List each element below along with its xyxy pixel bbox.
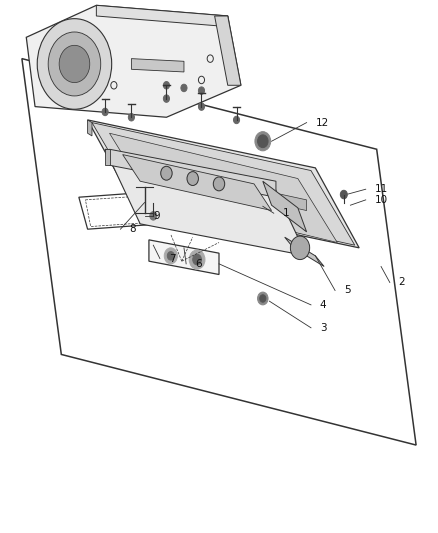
Polygon shape	[123, 155, 272, 211]
Circle shape	[167, 252, 174, 260]
Text: 1: 1	[283, 208, 289, 218]
Text: 6: 6	[195, 259, 201, 269]
Polygon shape	[88, 120, 92, 136]
Circle shape	[198, 87, 205, 94]
Circle shape	[128, 114, 134, 121]
Polygon shape	[105, 149, 307, 256]
Polygon shape	[215, 16, 241, 85]
Circle shape	[340, 190, 347, 199]
Text: 11: 11	[374, 184, 388, 194]
Text: 7: 7	[169, 254, 175, 263]
Text: 10: 10	[374, 195, 388, 205]
Text: 9: 9	[153, 211, 160, 221]
Circle shape	[255, 132, 271, 151]
Circle shape	[189, 250, 205, 269]
Text: 5: 5	[344, 286, 350, 295]
Circle shape	[233, 116, 240, 124]
Circle shape	[164, 248, 177, 264]
Polygon shape	[26, 5, 241, 117]
Text: 3: 3	[320, 323, 326, 333]
Circle shape	[260, 295, 266, 302]
Polygon shape	[110, 133, 337, 243]
Circle shape	[258, 135, 268, 148]
Circle shape	[187, 172, 198, 185]
Text: 4: 4	[320, 300, 326, 310]
Polygon shape	[285, 237, 324, 266]
Polygon shape	[88, 120, 359, 248]
Polygon shape	[245, 187, 307, 211]
Circle shape	[290, 236, 310, 260]
Polygon shape	[131, 59, 184, 72]
Circle shape	[163, 95, 170, 102]
Circle shape	[213, 177, 225, 191]
Circle shape	[161, 166, 172, 180]
Circle shape	[102, 108, 108, 116]
Text: 8: 8	[129, 224, 136, 234]
Circle shape	[193, 254, 201, 265]
Polygon shape	[228, 184, 245, 198]
Text: 12: 12	[315, 118, 328, 127]
Circle shape	[37, 19, 112, 109]
Text: 2: 2	[399, 278, 405, 287]
Circle shape	[48, 32, 101, 96]
Circle shape	[163, 82, 170, 89]
Polygon shape	[92, 123, 355, 245]
Polygon shape	[263, 181, 307, 232]
Circle shape	[59, 45, 90, 83]
Circle shape	[258, 292, 268, 305]
Circle shape	[150, 212, 157, 220]
Polygon shape	[149, 240, 219, 274]
Polygon shape	[96, 5, 228, 27]
Circle shape	[198, 103, 205, 110]
Polygon shape	[105, 149, 110, 165]
Circle shape	[181, 84, 187, 92]
Polygon shape	[110, 149, 276, 197]
